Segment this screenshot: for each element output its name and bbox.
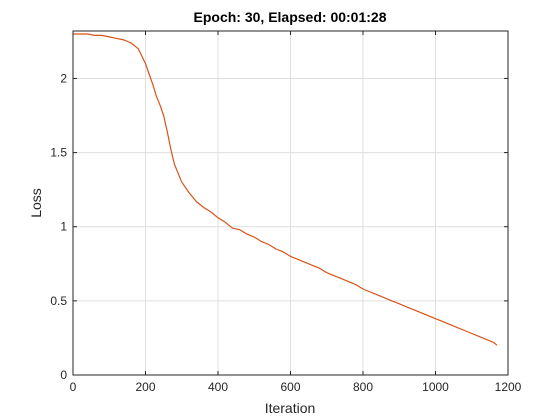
x-tick-label: 400 — [208, 380, 228, 394]
y-tick-label: 1 — [60, 220, 67, 234]
y-axis: 0 0.5 1 1.5 2 — [50, 71, 508, 382]
x-tick-label: 1000 — [422, 380, 449, 394]
chart-title: Epoch: 30, Elapsed: 00:01:28 — [194, 9, 387, 25]
x-tick-label: 1200 — [495, 380, 522, 394]
y-tick-label: 0.5 — [50, 294, 67, 308]
grid — [73, 31, 508, 375]
y-tick-label: 2 — [60, 71, 67, 85]
x-tick-label: 800 — [353, 380, 373, 394]
x-axis: 0 200 400 600 800 1000 1200 — [70, 31, 522, 394]
x-tick-label: 200 — [135, 380, 155, 394]
y-tick-label: 0 — [60, 368, 67, 382]
x-axis-label: Iteration — [265, 400, 316, 416]
y-tick-label: 1.5 — [50, 146, 67, 160]
loss-series-line — [73, 33, 498, 346]
x-tick-label: 600 — [280, 380, 300, 394]
y-axis-label: Loss — [28, 188, 44, 218]
plot-area — [73, 33, 498, 346]
x-tick-label: 0 — [70, 380, 77, 394]
